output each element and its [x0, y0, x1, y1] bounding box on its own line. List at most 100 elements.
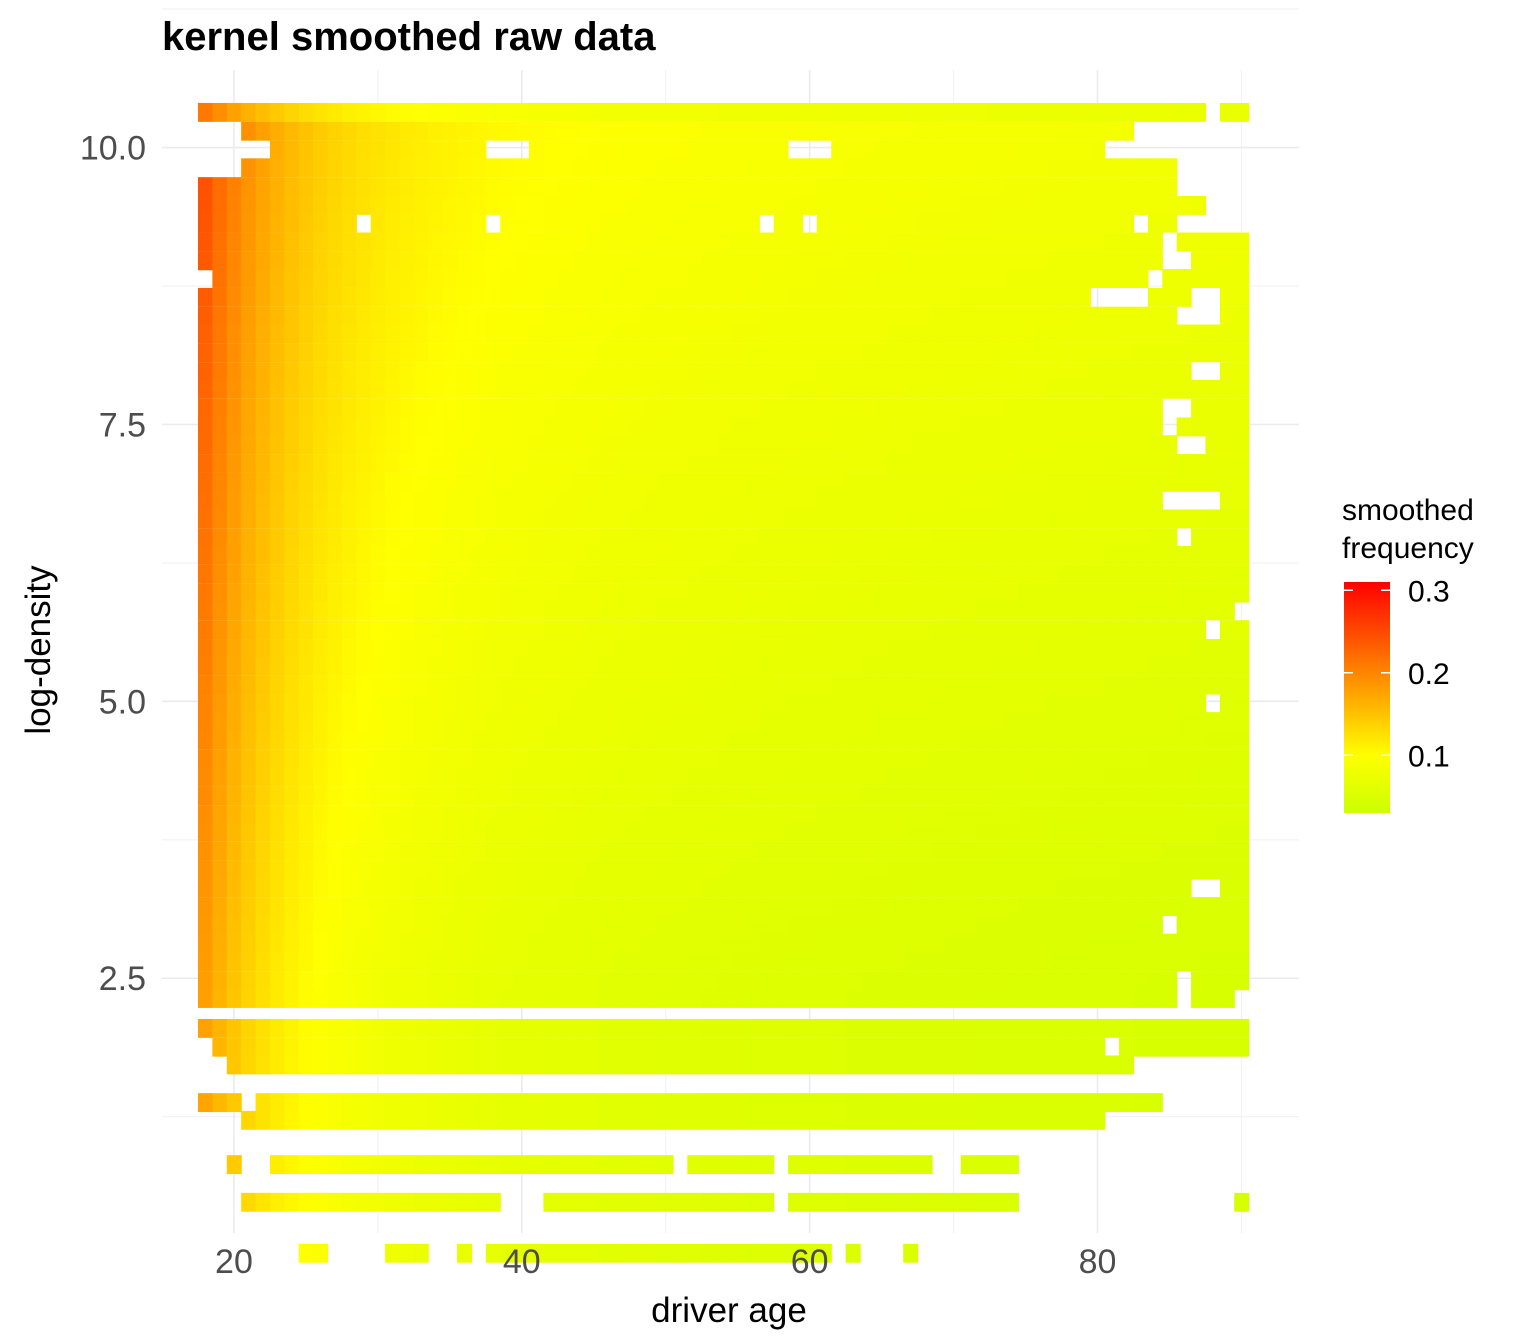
- heatmap-tile: [514, 805, 530, 825]
- heatmap-tile: [1104, 343, 1120, 363]
- heatmap-tile: [629, 639, 645, 658]
- heatmap-tile: [586, 1055, 602, 1075]
- heatmap-tile: [615, 287, 631, 307]
- heatmap-tile: [831, 287, 847, 307]
- heatmap-tile: [1162, 767, 1178, 787]
- heatmap-tile: [1032, 1110, 1048, 1130]
- heatmap-tile: [269, 269, 285, 288]
- heatmap-tile: [428, 1055, 444, 1075]
- heatmap-tile: [514, 213, 530, 233]
- heatmap-tile: [356, 1093, 372, 1113]
- heatmap-tile: [989, 952, 1005, 972]
- heatmap-tile: [773, 509, 789, 529]
- heatmap-tile: [1147, 490, 1163, 510]
- heatmap-tile: [341, 601, 357, 621]
- heatmap-tile: [1061, 1093, 1077, 1113]
- heatmap-tile: [284, 620, 300, 640]
- heatmap-tile: [341, 509, 357, 529]
- heatmap-tile: [1104, 749, 1120, 769]
- heatmap-tile: [356, 251, 372, 271]
- heatmap-tile: [428, 306, 444, 326]
- heatmap-tile: [860, 509, 876, 529]
- heatmap-tile: [284, 786, 300, 806]
- heatmap-tile: [1104, 601, 1120, 621]
- heatmap-tile: [428, 528, 444, 548]
- heatmap-tile: [716, 251, 732, 271]
- heatmap-tile: [629, 343, 645, 363]
- heatmap-tile: [759, 1243, 775, 1263]
- heatmap-tile: [543, 195, 559, 215]
- heatmap-tile: [615, 1093, 631, 1113]
- heatmap-tile: [529, 675, 544, 695]
- heatmap-tile: [644, 454, 660, 473]
- heatmap-tile: [341, 435, 357, 455]
- heatmap-tile: [615, 860, 631, 880]
- heatmap-tile: [212, 454, 228, 473]
- heatmap-tile: [744, 1037, 760, 1057]
- heatmap-tile: [831, 528, 847, 548]
- heatmap-tile: [615, 656, 631, 676]
- heatmap-tile: [1234, 435, 1250, 455]
- heatmap-tile: [1075, 379, 1091, 399]
- heatmap-tile: [1191, 841, 1207, 861]
- heatmap-tile: [960, 601, 976, 621]
- heatmap-tile: [888, 1037, 904, 1057]
- heatmap-tile: [716, 287, 732, 307]
- heatmap-tile: [485, 1093, 501, 1113]
- heatmap-tile: [471, 1018, 487, 1038]
- heatmap-tile: [989, 269, 1005, 288]
- heatmap-tile: [845, 841, 861, 861]
- heatmap-tile: [1133, 897, 1149, 916]
- heatmap-tile: [485, 509, 501, 529]
- heatmap-tile: [888, 712, 904, 732]
- heatmap-tile: [773, 343, 789, 363]
- heatmap-tile: [644, 694, 660, 714]
- heatmap-tile: [989, 1155, 1005, 1175]
- heatmap-tile: [428, 546, 444, 565]
- heatmap-tile: [485, 841, 501, 861]
- heatmap-tile: [413, 1055, 429, 1075]
- heatmap-tile: [701, 435, 717, 455]
- heatmap-tile: [716, 897, 732, 916]
- heatmap-tile: [197, 841, 213, 861]
- heatmap-tile: [241, 805, 257, 825]
- heatmap-tile: [644, 786, 660, 806]
- heatmap-tile: [773, 583, 789, 603]
- heatmap-tile: [658, 417, 674, 437]
- heatmap-tile: [385, 897, 401, 916]
- heatmap-tile: [485, 620, 501, 640]
- heatmap-tile: [370, 177, 386, 197]
- heatmap-tile: [644, 564, 660, 584]
- heatmap-tile: [1018, 417, 1034, 437]
- heatmap-tile: [1104, 564, 1120, 584]
- heatmap-tile: [269, 343, 285, 363]
- heatmap-tile: [744, 195, 760, 215]
- heatmap-tile: [255, 324, 271, 344]
- heatmap-tile: [730, 971, 746, 991]
- heatmap-tile: [471, 417, 487, 437]
- heatmap-tile: [816, 971, 832, 991]
- heatmap-tile: [298, 324, 314, 344]
- heatmap-tile: [1191, 583, 1207, 603]
- heatmap-tile: [255, 989, 271, 1008]
- heatmap-tile: [1090, 694, 1106, 714]
- heatmap-tile: [413, 971, 429, 991]
- heatmap-tile: [457, 546, 473, 565]
- heatmap-tile: [1162, 287, 1178, 307]
- heatmap-tile: [1061, 509, 1077, 529]
- heatmap-tile: [457, 878, 473, 898]
- heatmap-tile: [514, 583, 530, 603]
- heatmap-tile: [457, 158, 473, 178]
- heatmap-tile: [716, 1093, 732, 1113]
- heatmap-tile: [1147, 251, 1163, 271]
- heatmap-tile: [514, 1243, 530, 1263]
- heatmap-tile: [313, 1093, 329, 1113]
- heatmap-tile: [874, 767, 890, 787]
- heatmap-tile: [716, 805, 732, 825]
- heatmap-tile: [860, 933, 876, 953]
- heatmap-tile: [960, 639, 976, 658]
- heatmap-tile: [514, 620, 530, 640]
- heatmap-tile: [946, 601, 962, 621]
- heatmap-tile: [975, 232, 991, 252]
- heatmap-tile: [629, 712, 645, 732]
